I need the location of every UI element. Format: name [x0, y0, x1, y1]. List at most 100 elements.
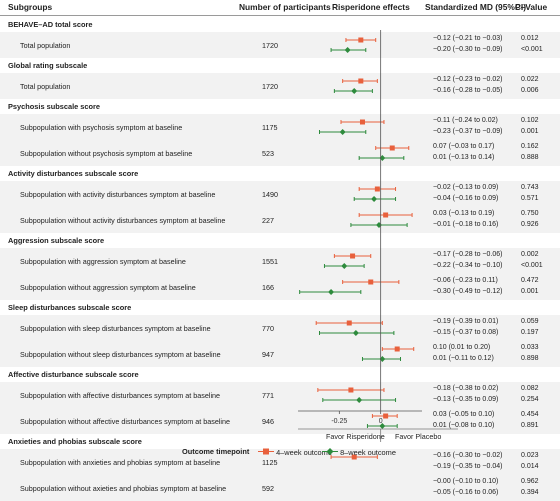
point-4week: [351, 454, 357, 460]
smd-4week: −0.19 (−0.39 to 0.01): [433, 318, 499, 325]
favor-left-label: Favor Risperidone: [326, 432, 385, 441]
point-4week: [359, 119, 365, 125]
point-8week: [376, 222, 383, 228]
smd-4week: −0.00 (−0.10 to 0.10): [433, 478, 499, 485]
point-4week: [358, 78, 364, 84]
table-row: [0, 315, 560, 341]
smd-8week: −0.05 (−0.16 to 0.06): [433, 489, 499, 496]
pvalue-4week: 0.082: [521, 385, 539, 392]
smd-8week: 0.01 (−0.08 to 0.10): [433, 422, 495, 429]
smd-8week: −0.23 (−0.37 to −0.09): [433, 128, 503, 135]
subgroup-label: Subpopulation without aggression symptom…: [20, 283, 196, 292]
section-title: Sleep disturbances subscale score: [8, 303, 132, 312]
table-row: [0, 114, 560, 140]
participant-count: 227: [262, 216, 274, 225]
smd-8week: 0.01 (−0.13 to 0.14): [433, 154, 495, 161]
point-8week: [341, 263, 348, 269]
smd-8week: −0.20 (−0.30 to −0.09): [433, 46, 503, 53]
point-8week: [328, 289, 335, 295]
pvalue-4week: 0.102: [521, 117, 539, 124]
section-title: Global rating subscale: [8, 61, 88, 70]
point-4week: [394, 346, 400, 352]
pvalue-8week: 0.254: [521, 396, 539, 403]
point-4week: [374, 186, 380, 192]
legend-4week-marker: [258, 448, 274, 455]
subgroup-label: Subpopulation without affective disturba…: [20, 417, 231, 426]
pvalue-8week: 0.571: [521, 195, 539, 202]
subgroup-label: Subpopulation with activity disturbances…: [20, 190, 216, 199]
point-4week: [389, 145, 395, 151]
table-row: [0, 140, 560, 166]
pvalue-4week: 0.962: [521, 478, 539, 485]
smd-4week: 0.07 (−0.03 to 0.17): [433, 143, 495, 150]
smd-8week: 0.01 (−0.11 to 0.12): [433, 355, 494, 362]
point-8week: [371, 196, 378, 202]
smd-4week: −0.06 (−0.23 to 0.11): [433, 277, 498, 284]
point-4week: [383, 212, 389, 218]
point-4week: [368, 279, 374, 285]
legend-title: Outcome timepoint: [182, 447, 250, 456]
table-row: [0, 32, 560, 58]
subgroup-label: Subpopulation with sleep disturbances sy…: [20, 324, 211, 333]
legend-item-8week: 8–week outcome: [322, 447, 396, 457]
table-row: [0, 408, 560, 434]
smd-4week: 0.03 (−0.05 to 0.10): [433, 411, 495, 418]
participant-count: 1551: [262, 257, 278, 266]
pvalue-4week: 0.472: [521, 277, 539, 284]
participant-count: 592: [262, 484, 274, 493]
point-4week: [358, 37, 364, 43]
table-row: [0, 181, 560, 207]
pvalue-4week: 0.743: [521, 184, 539, 191]
table-row: [0, 382, 560, 408]
pvalue-4week: 0.012: [521, 35, 539, 42]
section-title: Affective disturbance subscale score: [8, 370, 139, 379]
header-effects: Risperidone effects: [332, 2, 410, 12]
smd-4week: −0.12 (−0.21 to −0.03): [433, 35, 503, 42]
participant-count: 1175: [262, 123, 278, 132]
table-row: [0, 207, 560, 233]
smd-4week: −0.16 (−0.30 to −0.02): [433, 452, 503, 459]
smd-4week: −0.18 (−0.38 to 0.02): [433, 385, 499, 392]
pvalue-8week: 0.926: [521, 221, 539, 228]
subgroup-label: Total population: [20, 82, 71, 91]
point-8week: [344, 47, 351, 53]
section-title: Psychosis subscale score: [8, 102, 101, 111]
smd-8week: −0.30 (−0.49 to −0.12): [433, 288, 503, 295]
subgroup-label: Subpopulation without activity disturban…: [20, 216, 226, 225]
smd-8week: −0.16 (−0.28 to −0.05): [433, 87, 503, 94]
smd-8week: −0.01 (−0.18 to 0.16): [433, 221, 499, 228]
table-row: [0, 73, 560, 99]
section-title: Anxieties and phobias subscale score: [8, 437, 142, 446]
table-row: [0, 274, 560, 300]
participant-count: 166: [262, 283, 274, 292]
point-8week: [379, 423, 386, 429]
table-row: [0, 341, 560, 367]
point-8week: [379, 356, 386, 362]
participant-count: 771: [262, 391, 274, 400]
header-pvalue: P–Value: [515, 2, 548, 12]
smd-8week: −0.13 (−0.35 to 0.09): [433, 396, 499, 403]
subgroup-label: Subpopulation with psychosis symptom at …: [20, 123, 183, 132]
pvalue-8week: 0.197: [521, 329, 539, 336]
pvalue-8week: 0.001: [521, 128, 539, 135]
smd-4week: −0.11 (−0.24 to 0.02): [433, 117, 498, 124]
smd-4week: −0.12 (−0.23 to −0.02): [433, 76, 503, 83]
legend-8week-label: 8–week outcome: [340, 448, 396, 457]
point-4week: [350, 253, 356, 259]
header-participants: Number of participants: [239, 2, 331, 12]
header-smd: Standardized MD (95%CI): [425, 2, 526, 12]
pvalue-8week: 0.394: [521, 489, 539, 496]
subgroup-label: Subpopulation with affective disturbance…: [20, 391, 221, 400]
legend-4week-label: 4–week outcome: [276, 448, 332, 457]
participant-count: 1490: [262, 190, 278, 199]
pvalue-8week: 0.898: [521, 355, 539, 362]
smd-4week: −0.02 (−0.13 to 0.09): [433, 184, 499, 191]
pvalue-8week: <0.001: [521, 262, 543, 269]
pvalue-4week: 0.059: [521, 318, 539, 325]
point-4week: [346, 320, 352, 326]
point-8week: [356, 397, 363, 403]
point-8week: [352, 330, 359, 336]
table-row: [0, 248, 560, 274]
legend-item-4week: 4–week outcome: [258, 447, 332, 457]
pvalue-4week: 0.454: [521, 411, 539, 418]
